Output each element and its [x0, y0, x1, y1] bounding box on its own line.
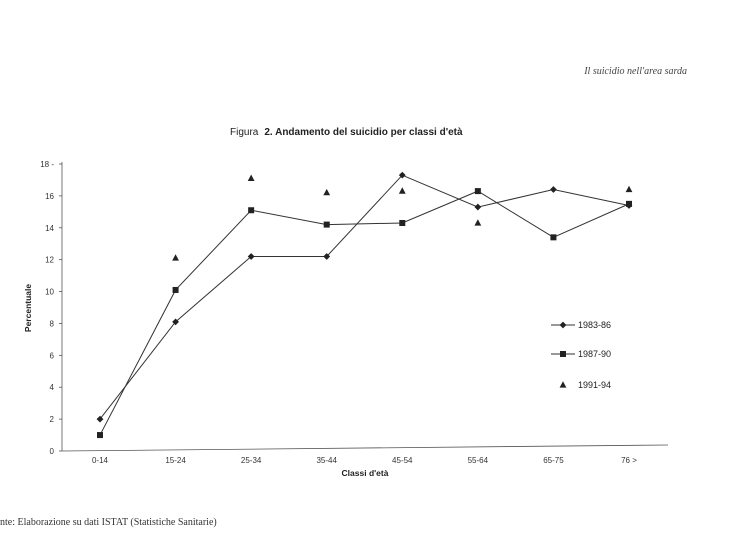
data-point-1983-86 — [323, 253, 331, 260]
series-line-1987-90 — [99, 190, 630, 436]
y-tick-label: 12 — [45, 256, 54, 265]
y-tick-label: 10 — [45, 288, 54, 297]
legend-label-1987-90: 1987-90 — [578, 349, 611, 359]
data-point-1987-90 — [97, 432, 103, 439]
x-tick-label: 45-54 — [392, 456, 413, 465]
chart-title: Figura 2. Andamento del suicidio per clas… — [230, 127, 463, 138]
series-markers — [96, 171, 633, 439]
running-header: Il suicidio nell'area sarda — [584, 66, 687, 77]
data-point-1991-94 — [474, 219, 482, 226]
x-axis-title: Classi d'età — [342, 468, 389, 478]
x-tick-label: 35-44 — [316, 456, 337, 465]
source-note: nte: Elaborazione su dati ISTAT (Statist… — [0, 517, 217, 528]
y-axis-title: Percentuale — [23, 284, 33, 332]
data-point-1991-94 — [323, 188, 331, 196]
y-tick-label: 6 — [50, 351, 55, 360]
x-axis-ticks: 0-14 15-24 25-34 35-44 45-54 55-64 65-75 76 > — [92, 456, 637, 465]
x-tick-label: 76 > — [621, 456, 637, 465]
data-point-1987-90 — [323, 221, 330, 228]
legend-marker-1987-90 — [560, 351, 566, 357]
y-tick-label: 0 — [50, 447, 55, 456]
legend-label-1991-94: 1991-94 — [578, 380, 611, 390]
x-tick-label: 15-24 — [165, 456, 186, 465]
legend-label-1983-86: 1983-86 — [578, 320, 611, 330]
data-point-1983-86 — [550, 186, 557, 193]
figure-title: 2. Andamento del suicidio per classi d'e… — [264, 127, 463, 138]
chart-axes — [61, 162, 669, 452]
data-point-1987-90 — [248, 207, 255, 214]
legend-marker-1991-94 — [559, 381, 567, 388]
y-axis-ticks: 0 2 4 6 8 10 12 14 16 18 - — [40, 160, 62, 456]
x-tick-label: 0-14 — [92, 456, 109, 465]
y-tick-label: 8 — [50, 319, 55, 328]
y-tick-label: 2 — [50, 415, 55, 424]
legend-marker-1983-86 — [559, 321, 567, 329]
y-tick-label: 14 — [45, 224, 54, 233]
y-tick-label: 18 - — [40, 160, 54, 169]
x-tick-label: 65-75 — [543, 456, 564, 465]
y-tick-label: 4 — [50, 383, 55, 392]
data-point-1991-94 — [398, 187, 406, 194]
data-point-1987-90 — [399, 219, 406, 226]
figure-label: Figura — [230, 127, 259, 138]
data-point-1991-94 — [172, 254, 179, 261]
data-point-1991-94 — [247, 174, 255, 181]
data-point-1983-86 — [96, 415, 104, 423]
x-axis-line — [61, 444, 669, 452]
data-point-1987-90 — [550, 234, 557, 241]
data-point-1983-86 — [474, 203, 482, 211]
series-line-1983-86 — [99, 174, 630, 420]
series-lines — [99, 174, 630, 436]
x-tick-label: 25-34 — [241, 456, 262, 465]
data-point-1983-86 — [398, 171, 406, 179]
legend: 1983-86 1987-90 1991-94 — [551, 320, 611, 390]
y-tick-label: 16 — [45, 192, 54, 201]
x-tick-label: 55-64 — [468, 456, 489, 465]
data-point-1991-94 — [625, 185, 633, 193]
data-point-1987-90 — [172, 286, 179, 293]
data-point-1983-86 — [172, 318, 179, 326]
data-point-1987-90 — [626, 200, 632, 207]
data-point-1987-90 — [474, 188, 481, 195]
data-point-1983-86 — [247, 253, 255, 260]
